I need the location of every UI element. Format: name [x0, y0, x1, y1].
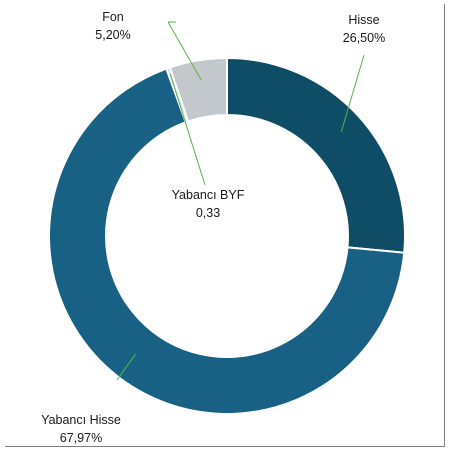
donut-slices	[48, 56, 406, 415]
slice-fon	[168, 56, 228, 123]
label-yabanci-byf-value: 0,33	[196, 206, 220, 220]
leader-line-fon	[167, 21, 202, 81]
leader-line-yabanci-hisse	[116, 353, 136, 381]
leader-line-hisse	[340, 54, 365, 133]
leader-lines	[116, 21, 365, 381]
label-yabanci-hisse-name: Yabancı Hisse	[41, 413, 121, 427]
leader-line-yabanci-byf	[169, 73, 206, 186]
label-hisse-value: 26,50%	[343, 31, 385, 45]
label-fon-value: 5,20%	[95, 28, 130, 42]
label-yabanci-hisse-value: 67,97%	[60, 431, 102, 445]
slice-yabanc-hisse	[48, 67, 406, 415]
chart-frame	[5, 4, 445, 447]
label-fon-name: Fon	[102, 10, 124, 24]
label-hisse-name: Hisse	[348, 13, 379, 27]
slice-hisse	[226, 56, 406, 254]
label-yabanci-byf-name: Yabancı BYF	[172, 188, 245, 202]
